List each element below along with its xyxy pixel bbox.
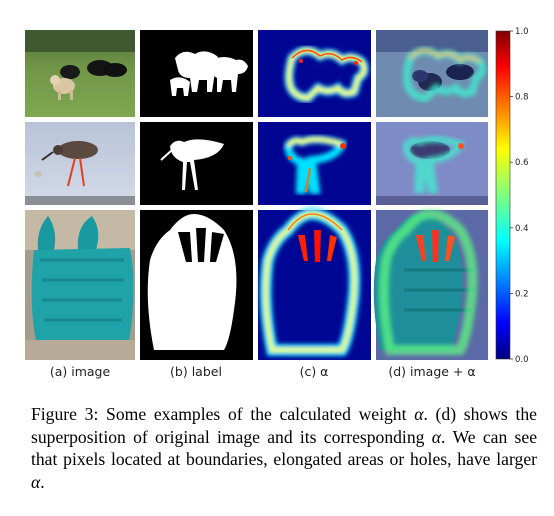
bag-alpha [258, 207, 371, 360]
caption-alpha-1: α [414, 404, 424, 424]
row-dogs [25, 30, 488, 117]
dogs-label [140, 30, 253, 117]
caption-prefix: Figure 3: Some examples of the calculate… [31, 404, 415, 424]
bag-image [25, 210, 135, 360]
dogs-image [25, 30, 135, 117]
bird-overlay [376, 122, 488, 205]
panel-label-alpha: (c) α [300, 364, 329, 379]
figure-3: (a) image (b) label (c) α (d) image + α … [25, 27, 529, 379]
bird-label [140, 122, 253, 205]
colorbar: 1.0 0.8 0.6 0.4 0.2 0.0 [495, 27, 529, 365]
bird-alpha [258, 122, 371, 205]
bag-overlay [373, 208, 488, 360]
panel-label-overlay: (d) image + α [388, 364, 475, 379]
row-bag [25, 207, 488, 360]
caption-suffix: . [40, 471, 45, 492]
caption-alpha-2: α [431, 426, 441, 447]
colorbar-tick-label: 1.0 [515, 27, 529, 37]
dogs-overlay [376, 30, 488, 117]
colorbar-tick-label: 0.0 [515, 355, 529, 365]
caption-alpha-3: α [31, 471, 41, 492]
colorbar-tick-label: 0.4 [515, 224, 529, 234]
colorbar-tick-label: 0.2 [515, 289, 529, 299]
colorbar-tick-label: 0.8 [515, 93, 529, 103]
dogs-alpha [258, 30, 371, 117]
panel-label-image: (a) image [50, 364, 111, 379]
caption-middle-2: . We can see that pixels located at boun… [31, 426, 538, 470]
colorbar-tick-label: 0.6 [515, 158, 529, 168]
bird-image [25, 122, 135, 205]
row-bird [25, 122, 488, 205]
figure-caption: Figure 3: Some examples of the calculate… [31, 403, 537, 493]
bag-label [140, 210, 253, 360]
panel-label-label: (b) label [170, 364, 222, 379]
caption-middle: . (d) shows the superposition of origina… [31, 404, 537, 447]
